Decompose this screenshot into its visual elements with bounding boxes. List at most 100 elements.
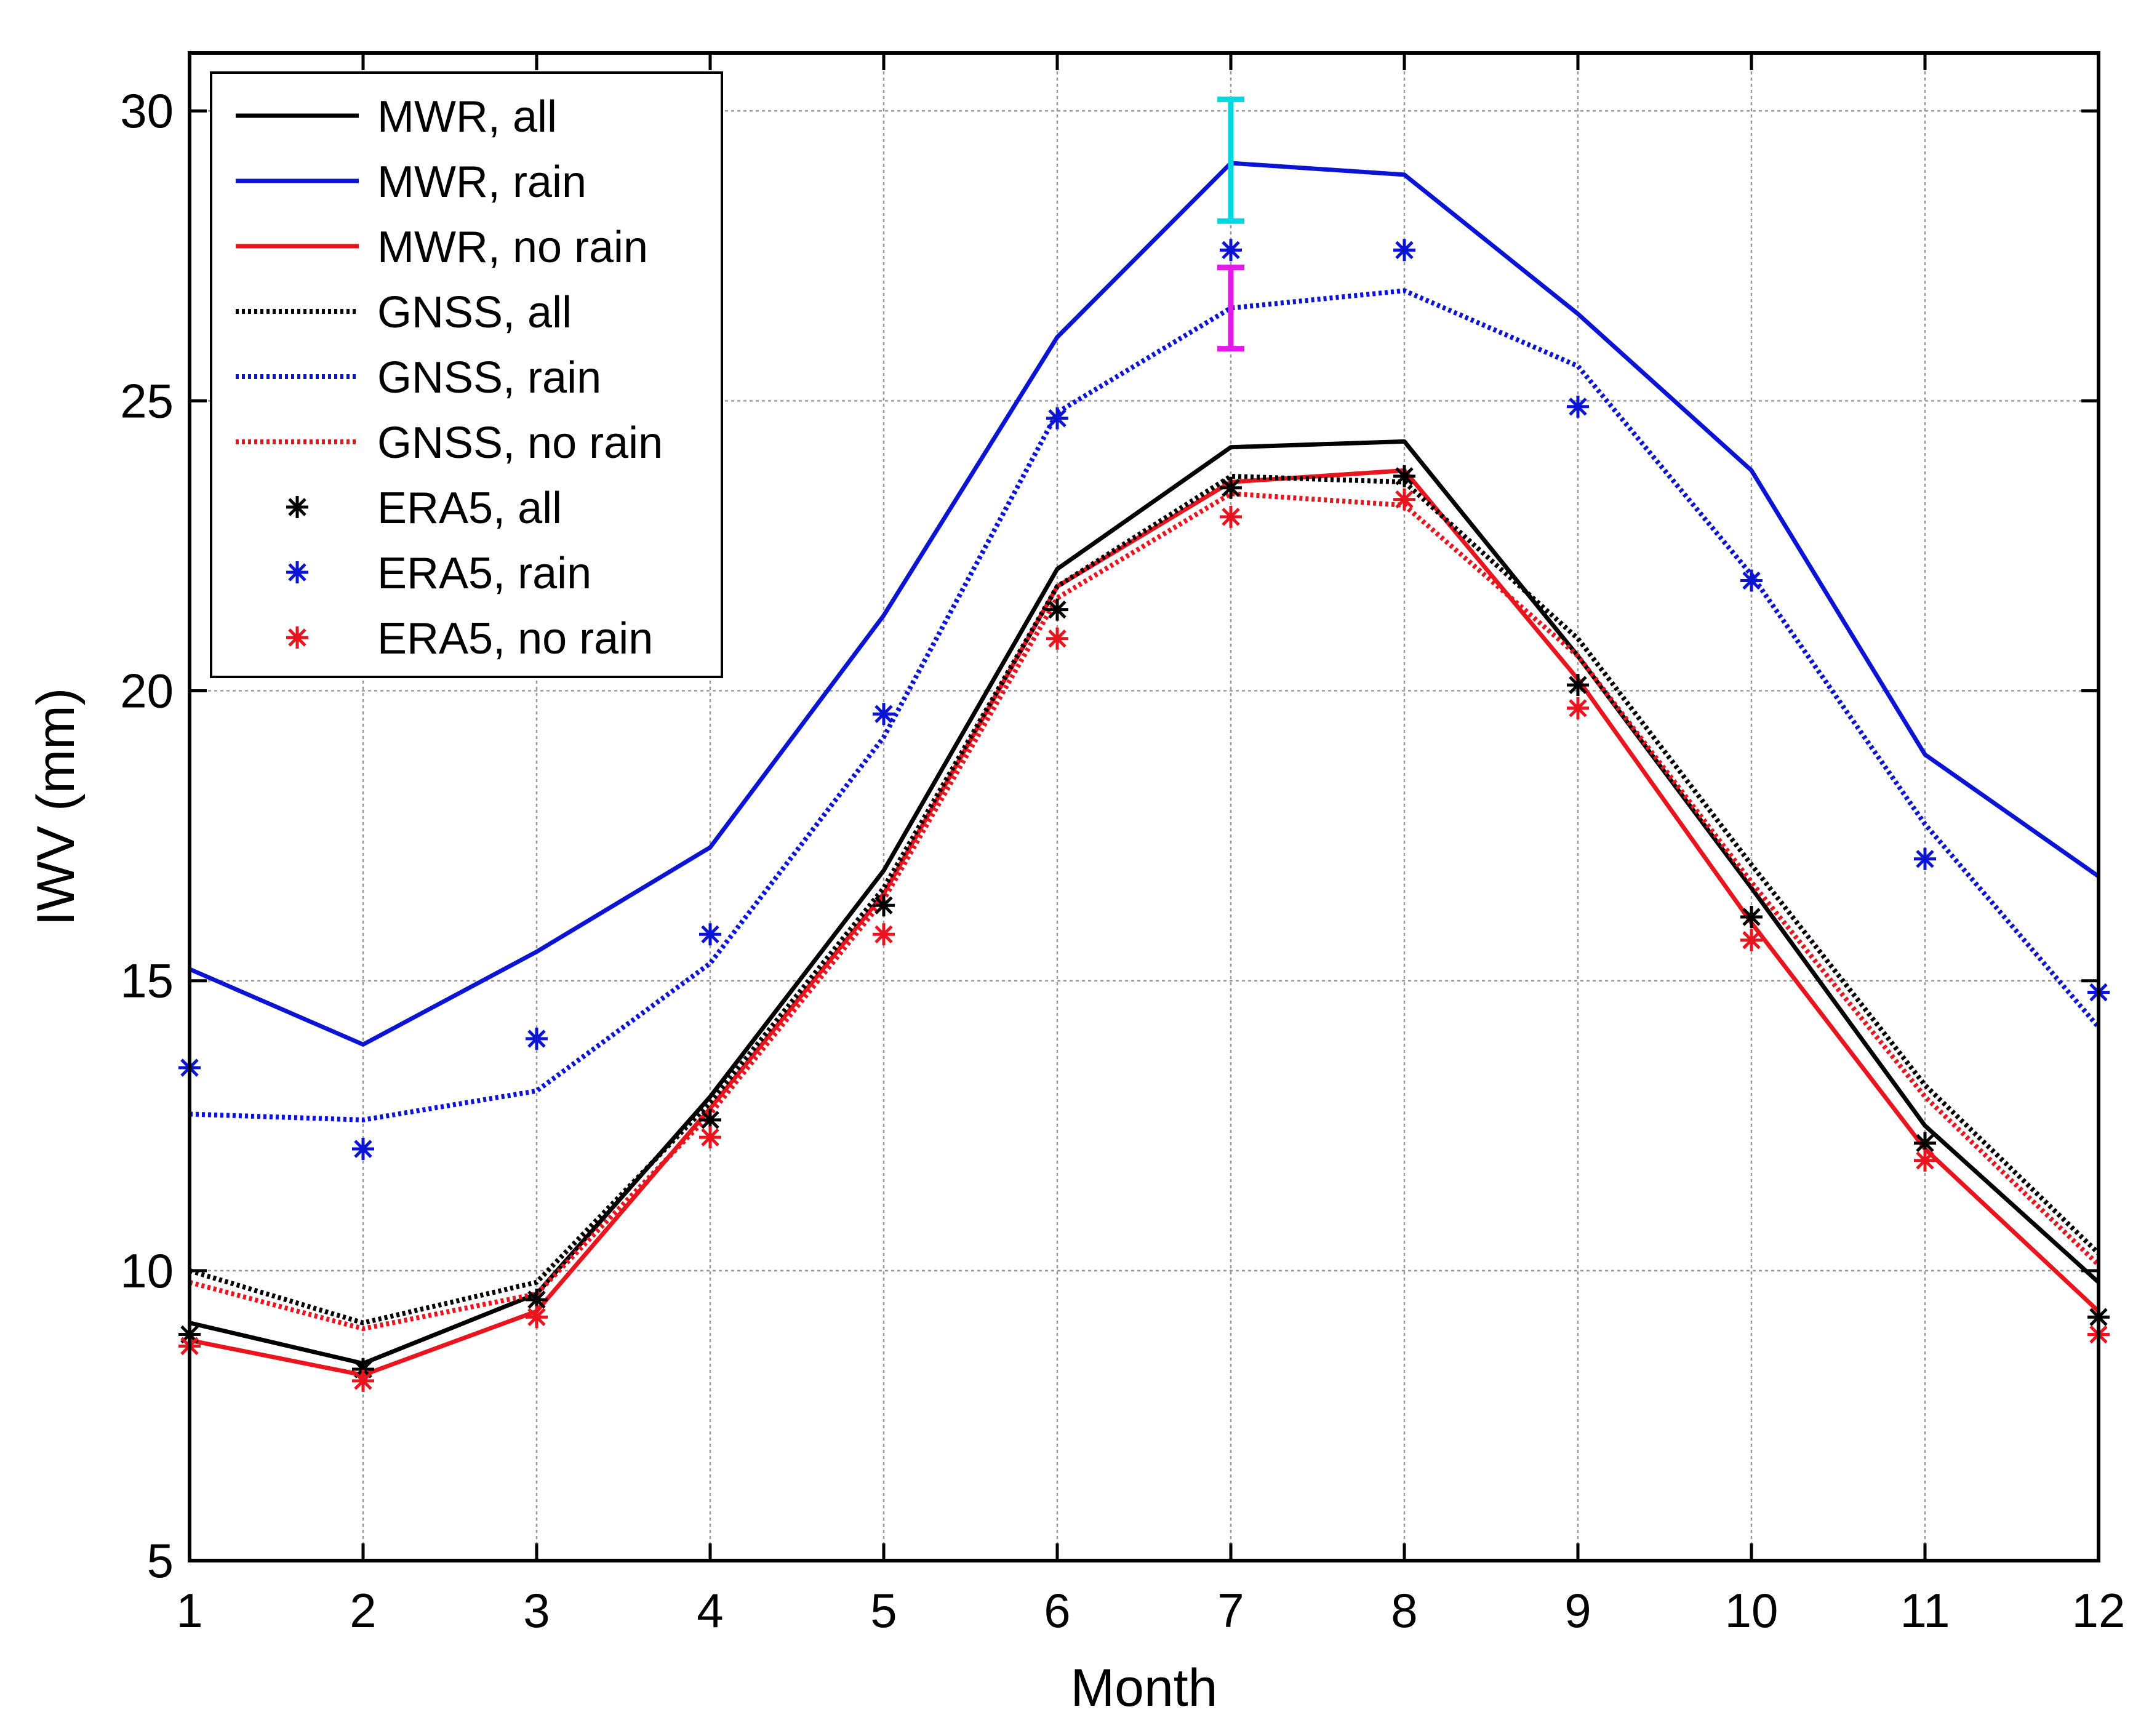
asterisk-stroke (1742, 908, 1761, 926)
x-tick-label: 11 (1900, 1583, 1950, 1638)
y-tick-label: 30 (120, 84, 174, 138)
asterisk-stroke (354, 1140, 372, 1158)
data-point-era5-rain (1740, 569, 1763, 592)
legend-label: ERA5, all (377, 484, 562, 533)
data-point-era5-all (1914, 1132, 1936, 1154)
legend-label: ERA5, no rain (377, 614, 653, 663)
legend-item-gnss-no-rain: GNSS, no rain (236, 418, 663, 468)
data-point-era5-no-rain (526, 1306, 548, 1329)
legend-label: MWR, all (377, 92, 557, 142)
data-point-era5-no-rain (699, 1126, 721, 1149)
grid (190, 53, 2099, 1561)
series-line-mwr-rain (188, 161, 2100, 1047)
asterisk-stroke (1048, 600, 1066, 619)
x-tick-label: 9 (1564, 1583, 1591, 1638)
asterisk-stroke (1569, 699, 1587, 718)
series-line-mwr-no-rain (189, 468, 2100, 1377)
asterisk-stroke (874, 705, 893, 723)
asterisk-stroke (874, 896, 893, 914)
asterisk-stroke (354, 1372, 372, 1390)
legend-item-gnss-all: GNSS, all (236, 288, 572, 337)
data-point-era5-rain (1567, 395, 1589, 418)
axes-frame (188, 51, 2100, 1562)
asterisk-stroke (527, 1030, 546, 1048)
y-tick-label: 10 (120, 1244, 174, 1298)
legend-item-gnss-rain: GNSS, rain (236, 353, 601, 402)
asterisk-stroke (527, 1308, 546, 1326)
data-point-era5-no-rain (352, 1369, 374, 1392)
data-point-era5-rain (873, 703, 895, 726)
legend-item-era5-all: ERA5, all (286, 484, 562, 533)
x-tick-label: 12 (2072, 1583, 2126, 1638)
legend: MWR, all MWR, rain MWR, no rain GNSS, all GN… (210, 71, 723, 678)
data-point-era5-no-rain (1220, 505, 1242, 528)
asterisk-stroke (288, 498, 306, 516)
data-point-era5-rain (1393, 239, 1415, 262)
x-axis-label: Month (1070, 1658, 1217, 1718)
data-point-era5-rain (1914, 847, 1936, 870)
asterisk-stroke (1569, 676, 1587, 694)
data-point-era5-all (1393, 465, 1415, 487)
x-tick-label: 2 (350, 1583, 376, 1638)
legend-label: GNSS, no rain (377, 418, 663, 468)
series-line-gnss-rain (189, 288, 2101, 1122)
asterisk-stroke (701, 1111, 719, 1129)
x-tick-label: 4 (697, 1583, 723, 1638)
data-point-era5-no-rain (1914, 1149, 1936, 1172)
y-tick-label: 5 (147, 1534, 174, 1588)
data-point-era5-no-rain (1567, 697, 1589, 719)
asterisk-stroke (1048, 409, 1066, 428)
legend-swatch-asterisk (286, 626, 308, 649)
asterisk-stroke (701, 1128, 719, 1146)
x-tick-label: 5 (870, 1583, 897, 1638)
x-tick-label: 3 (523, 1583, 550, 1638)
legend-label: MWR, no rain (377, 223, 648, 272)
series-line-mwr-all (189, 439, 2100, 1366)
asterisk-stroke (1048, 630, 1066, 648)
asterisk-stroke (701, 925, 719, 944)
error-bar (1217, 265, 1244, 352)
legend-item-mwr-no-rain: MWR, no rain (236, 223, 648, 272)
data-point-era5-all (873, 894, 895, 917)
asterisk-stroke (1395, 490, 1414, 509)
asterisk-stroke (1742, 571, 1761, 590)
data-point-era5-rain (1046, 407, 1068, 430)
data-point-era5-all (1740, 906, 1763, 929)
ticks (188, 53, 2100, 1562)
asterisk-stroke (1742, 931, 1761, 950)
data-point-era5-all (1567, 674, 1589, 697)
asterisk-stroke (288, 563, 306, 582)
series-line-gnss-all (188, 473, 2100, 1326)
legend-item-era5-rain: ERA5, rain (286, 549, 591, 598)
y-tick-label: 20 (120, 664, 174, 718)
asterisk-stroke (527, 1290, 546, 1309)
y-tick-label: 15 (120, 954, 174, 1008)
data-point-era5-all (1220, 476, 1242, 499)
asterisk-stroke (1916, 850, 1934, 868)
data-point-era5-no-rain (1393, 488, 1415, 511)
data-point-era5-rain (352, 1137, 374, 1160)
legend-swatch-asterisk (286, 496, 308, 518)
asterisk-stroke (874, 925, 893, 944)
legend-label: GNSS, rain (377, 353, 601, 402)
x-tick-label: 6 (1044, 1583, 1070, 1638)
legend-label: GNSS, all (377, 288, 572, 337)
data-point-era5-all (1046, 598, 1068, 621)
error-bar (1217, 96, 1244, 224)
data-point-era5-no-rain (1046, 627, 1068, 650)
asterisk-stroke (1395, 467, 1414, 486)
asterisk-stroke (288, 628, 306, 647)
legend-item-mwr-all: MWR, all (236, 92, 557, 142)
x-tick-label: 8 (1391, 1583, 1417, 1638)
asterisk-stroke (1222, 241, 1240, 260)
x-tick-label: 1 (176, 1583, 202, 1638)
y-tick-label: 25 (120, 374, 174, 428)
asterisk-stroke (1916, 1151, 1934, 1170)
data-point-era5-rain (526, 1027, 548, 1050)
asterisk-stroke (1916, 1134, 1934, 1153)
plot-area (178, 96, 2110, 1392)
series-line-gnss-no-rain (188, 491, 2100, 1332)
legend-label: MWR, rain (377, 158, 586, 207)
